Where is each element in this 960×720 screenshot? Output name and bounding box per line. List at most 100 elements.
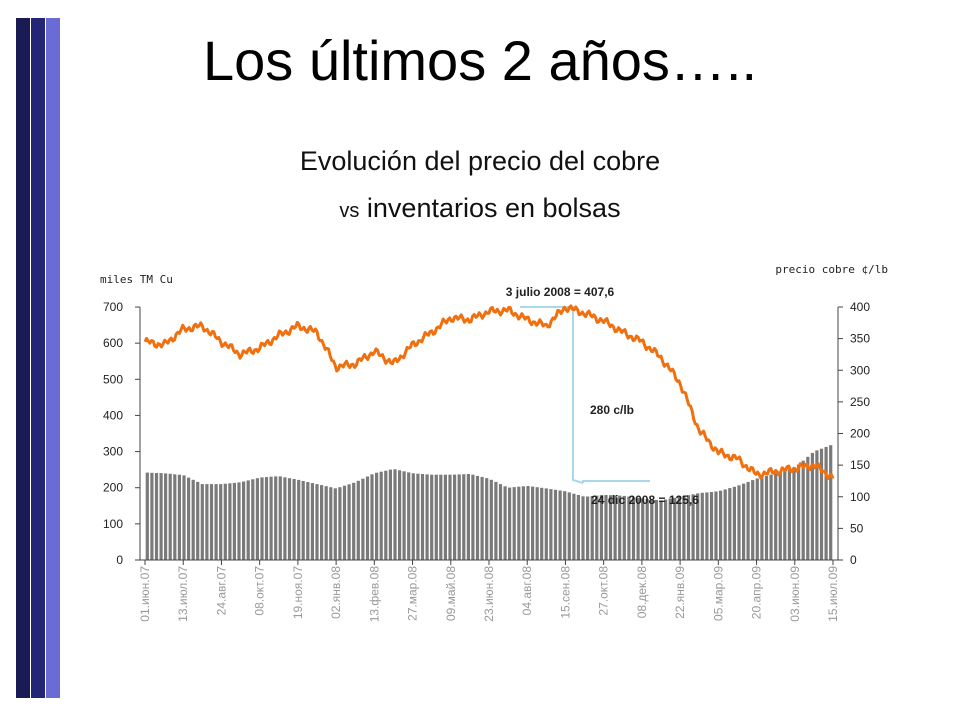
left-axis-label: miles TM Cu bbox=[100, 273, 173, 286]
inventory-bar bbox=[214, 484, 218, 560]
inventory-bar bbox=[297, 479, 301, 560]
inventory-bar bbox=[379, 471, 383, 560]
x-tick-label: 05.мар.09 bbox=[711, 566, 725, 621]
right-tick-label: 200 bbox=[850, 427, 870, 441]
inventory-bar bbox=[705, 492, 709, 560]
inventory-bar bbox=[398, 470, 402, 560]
inventory-bar bbox=[338, 487, 342, 560]
inventory-bar bbox=[274, 476, 278, 560]
x-tick-label: 08.окт.07 bbox=[253, 566, 267, 616]
annotation-280-value: 280 c/lb bbox=[590, 403, 634, 417]
inventory-bar bbox=[393, 469, 397, 560]
inventory-bar bbox=[251, 479, 255, 560]
annotation-low: 24 dic 2008 = 125,6 bbox=[591, 493, 699, 507]
inventory-bar bbox=[714, 491, 718, 560]
inventory-bar bbox=[512, 487, 516, 560]
inventory-bar bbox=[622, 495, 626, 560]
inventory-bar bbox=[553, 489, 558, 560]
inventory-bar bbox=[742, 483, 746, 560]
inventory-bar bbox=[829, 445, 833, 560]
inventory-bar bbox=[278, 476, 282, 560]
x-tick-label: 20.апр.09 bbox=[750, 566, 764, 620]
inventory-bar bbox=[439, 474, 443, 560]
inventory-bar bbox=[613, 495, 617, 560]
x-tick-label: 15.сен.08 bbox=[558, 566, 572, 619]
inventory-bar bbox=[448, 474, 452, 560]
inventory-bar bbox=[315, 484, 319, 560]
inventory-bar bbox=[526, 486, 530, 560]
inventory-bar bbox=[746, 481, 750, 560]
inventory-bar bbox=[420, 474, 425, 560]
inventory-bar bbox=[310, 483, 314, 560]
inventory-bar bbox=[531, 486, 535, 560]
inventory-bar bbox=[700, 492, 704, 560]
inventory-bar bbox=[787, 469, 791, 560]
inventory-bar bbox=[329, 487, 333, 560]
inventory-bar bbox=[696, 493, 700, 560]
inventory-bar bbox=[764, 475, 769, 560]
x-tick-label: 01.июн.07 bbox=[138, 566, 152, 622]
inventory-bar bbox=[755, 478, 759, 560]
inventory-bar bbox=[567, 492, 571, 560]
inventory-bar bbox=[150, 472, 154, 560]
x-tick-label: 13.июл.07 bbox=[176, 566, 190, 622]
inventory-bar bbox=[365, 476, 370, 560]
inventory-bar bbox=[287, 478, 292, 560]
inventory-bar bbox=[324, 486, 328, 560]
inventory-bar bbox=[430, 474, 434, 560]
left-tick-label: 600 bbox=[103, 336, 123, 350]
price-line-layer bbox=[143, 304, 835, 480]
inventory-bar bbox=[586, 496, 590, 560]
right-tick-label: 350 bbox=[850, 332, 870, 346]
inventory-bar bbox=[677, 496, 681, 560]
inventory-bar bbox=[618, 495, 622, 560]
decorative-bar-dark bbox=[16, 18, 30, 698]
inventory-bar bbox=[320, 485, 324, 560]
inventory-bar bbox=[819, 448, 824, 560]
inventory-bar bbox=[751, 480, 755, 560]
inventory-bar bbox=[673, 497, 677, 560]
inventory-bar bbox=[815, 450, 819, 560]
inventory-bar bbox=[792, 468, 796, 560]
inventory-bar bbox=[709, 492, 714, 560]
inventory-bar bbox=[264, 477, 269, 560]
inventory-bar bbox=[347, 484, 351, 560]
inventory-bar bbox=[200, 484, 204, 560]
inventory-bar bbox=[361, 478, 365, 560]
inventory-bar bbox=[370, 474, 374, 560]
inventory-bar bbox=[824, 446, 828, 560]
inventory-bar bbox=[558, 490, 562, 560]
x-tick-label: 09.май.08 bbox=[444, 566, 458, 621]
inventory-bar bbox=[384, 470, 388, 560]
inventory-bar bbox=[494, 481, 498, 560]
inventory-bar bbox=[544, 488, 548, 560]
inventory-bar bbox=[576, 495, 580, 560]
inventory-bar bbox=[645, 499, 649, 560]
inventory-bar bbox=[333, 488, 337, 560]
low-reference-line bbox=[582, 480, 650, 483]
inventory-bar bbox=[549, 489, 553, 560]
inventory-bar bbox=[411, 473, 415, 560]
inventory-bar bbox=[232, 482, 236, 560]
x-tick-label: 02.янв.08 bbox=[329, 566, 343, 619]
right-axis-label: precio cobre ¢/lb bbox=[775, 263, 888, 276]
inventory-bar bbox=[604, 495, 608, 560]
inventory-bar bbox=[164, 473, 168, 560]
inventory-bar bbox=[668, 498, 672, 560]
inventory-bar bbox=[572, 493, 576, 560]
inventory-bar bbox=[769, 474, 773, 560]
left-tick-label: 700 bbox=[103, 300, 123, 314]
inventory-bar bbox=[728, 488, 732, 560]
inventory-bar bbox=[443, 474, 447, 560]
inventory-bar bbox=[797, 464, 801, 560]
inventory-bar bbox=[686, 495, 691, 560]
inventory-bar bbox=[209, 484, 214, 560]
inventory-bar bbox=[182, 475, 186, 560]
inventory-bar bbox=[801, 460, 805, 560]
inventory-bar bbox=[301, 481, 305, 560]
inventory-bar bbox=[462, 474, 466, 560]
inventory-bar bbox=[466, 474, 470, 560]
inventory-bar bbox=[223, 483, 227, 560]
inventory-bar bbox=[434, 474, 438, 560]
